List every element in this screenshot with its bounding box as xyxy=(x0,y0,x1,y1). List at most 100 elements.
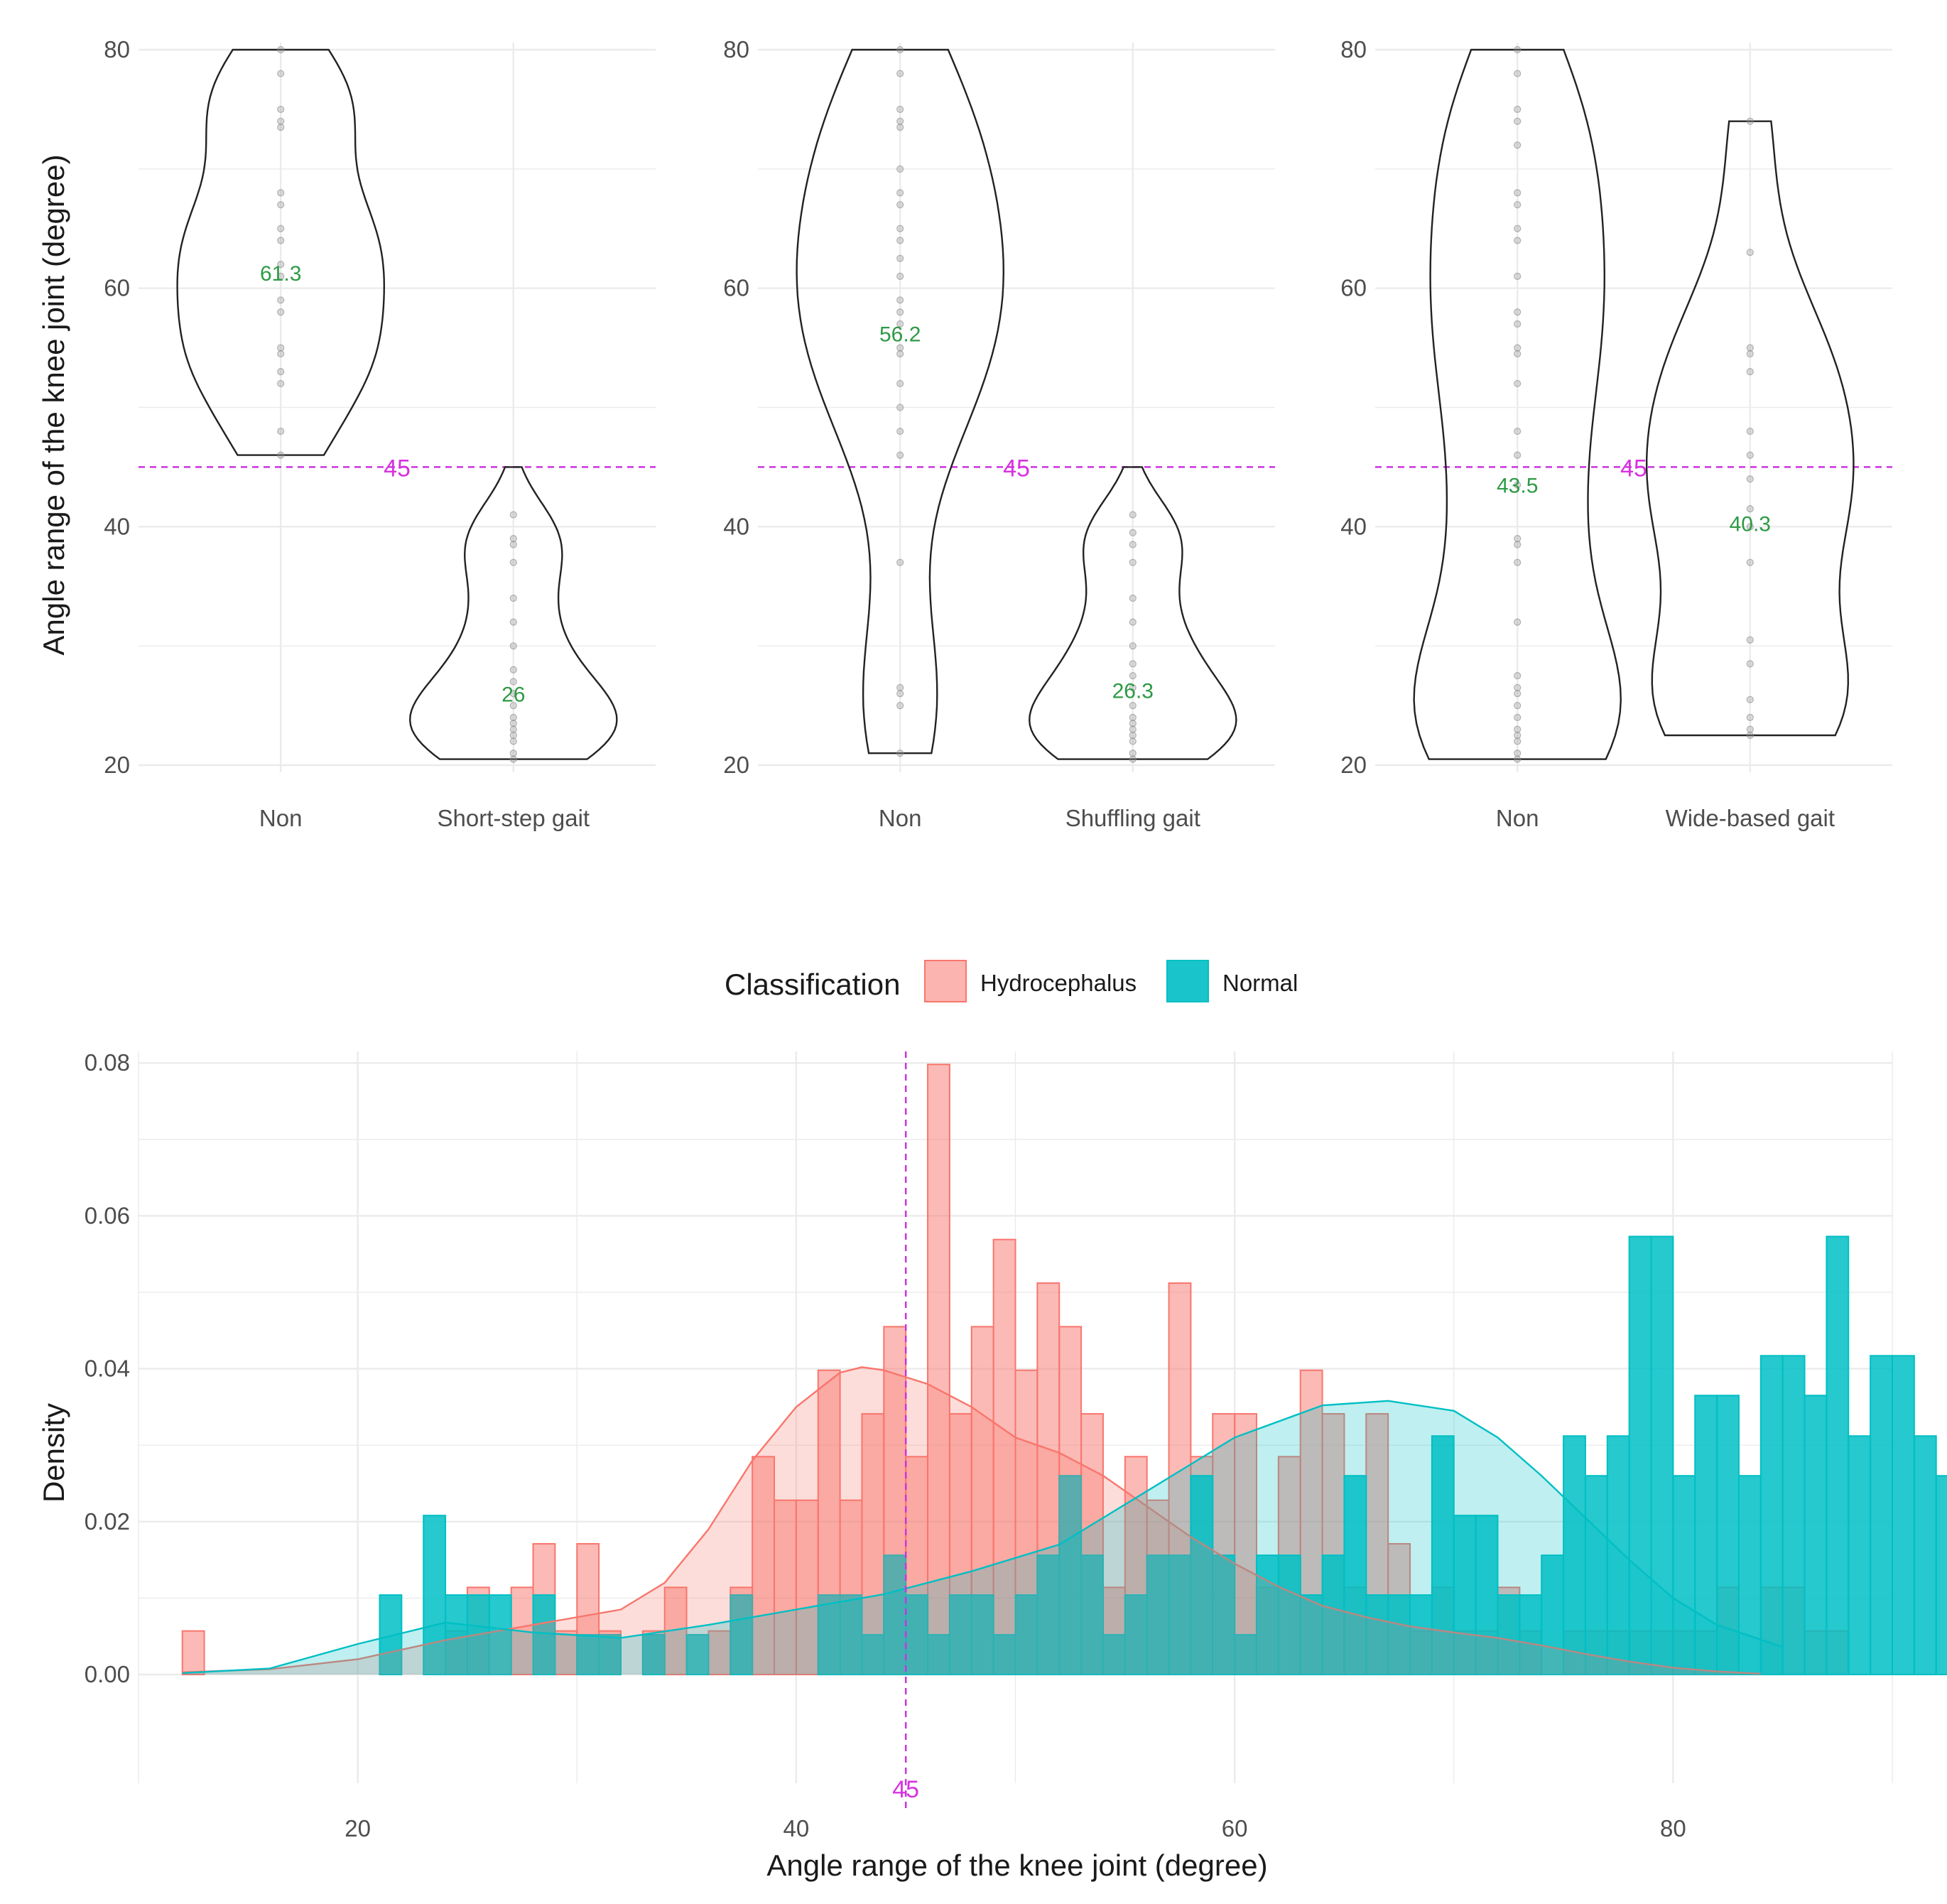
violin-short-step-gait xyxy=(408,466,618,760)
violin-data-point xyxy=(1514,308,1522,316)
violin-data-point xyxy=(896,690,904,698)
hist-bar xyxy=(576,1634,600,1676)
histogram-y-axis-title: Density xyxy=(37,1403,70,1503)
violin-data-point xyxy=(277,123,285,131)
violin-data-point xyxy=(1746,558,1754,566)
violin-y-tick-label: 40 xyxy=(104,513,130,539)
hist-bar xyxy=(730,1594,754,1676)
violin-data-point xyxy=(509,737,517,745)
violin-data-point xyxy=(1514,683,1522,692)
hist-bar xyxy=(1343,1475,1367,1676)
hist-series-normal xyxy=(379,1235,1947,1676)
violin-data-point xyxy=(1514,713,1522,721)
violin-panels: 20 40 60 80 45 61.3 Non 26 Short-step gait 20 40 60… xyxy=(104,36,1892,831)
hist-bar xyxy=(1102,1634,1126,1676)
violin-y-tick-label: 80 xyxy=(1340,36,1367,63)
hist-bar xyxy=(752,1456,776,1676)
legend-title: Classification xyxy=(725,968,900,1001)
violin-data-point xyxy=(1129,750,1137,757)
violin-data-point xyxy=(277,350,285,358)
threshold-label: 45 xyxy=(1620,455,1647,482)
violin-data-point xyxy=(509,690,517,698)
violin-data-point xyxy=(509,755,517,763)
violin-data-point xyxy=(1746,117,1754,125)
violin-data-point xyxy=(1514,225,1522,232)
violin-data-point xyxy=(509,713,517,721)
violin-median-label: 43.5 xyxy=(1497,475,1538,498)
violin-non xyxy=(1413,48,1622,760)
violin-data-point xyxy=(1514,541,1522,548)
histogram-x-axis-title: Angle range of the knee joint (degree) xyxy=(766,1849,1267,1882)
violin-data-point xyxy=(509,535,517,543)
hist-bar xyxy=(795,1499,819,1676)
hist-bar xyxy=(423,1515,447,1676)
violin-non xyxy=(796,48,1005,754)
violin-y-tick-label: 40 xyxy=(723,513,749,539)
violin-data-point xyxy=(1514,701,1522,710)
violin-data-point xyxy=(277,296,285,304)
violin-data-point xyxy=(1514,141,1522,149)
violin-x-tick-label: Shuffling gait xyxy=(1065,805,1200,831)
violin-data-point xyxy=(509,642,517,650)
violin-data-point xyxy=(896,105,904,114)
violin-data-point xyxy=(277,70,285,77)
density-curve-hydrocephalus xyxy=(182,1366,1761,1675)
violin-data-point xyxy=(1514,45,1522,54)
violin-panel-1: 20 40 60 80 45 61.3 Non 26 Short-step gait xyxy=(104,36,656,831)
violin-data-point xyxy=(896,558,904,566)
violin-data-point xyxy=(896,225,904,232)
violin-data-point xyxy=(277,344,285,352)
hist-bar xyxy=(181,1630,205,1676)
violin-data-point xyxy=(509,558,517,566)
violin-data-point xyxy=(896,308,904,316)
density-area-normal xyxy=(182,1400,1783,1675)
violin-data-point xyxy=(277,117,285,125)
violin-x-tick-label: Wide-based gait xyxy=(1666,805,1835,831)
violin-data-point xyxy=(1514,427,1522,436)
violin-data-point xyxy=(1129,737,1137,745)
violin-data-point xyxy=(1746,451,1754,459)
histogram-panel: 0.00 0.02 0.04 0.06 0.08 20 40 60 80 45 xyxy=(85,1049,1947,1841)
violin-data-point xyxy=(277,451,285,459)
violin-data-point xyxy=(896,165,904,173)
hist-bar xyxy=(641,1634,666,1676)
violin-non xyxy=(176,48,386,456)
violin-data-point xyxy=(509,618,517,626)
violin-y-tick-label: 80 xyxy=(723,36,749,63)
violin-y-tick-label: 60 xyxy=(104,275,130,301)
legend: Classification Hydrocephalus Normal xyxy=(725,960,1298,1002)
violin-data-point xyxy=(896,750,904,757)
hist-y-tick-label: 0.06 xyxy=(85,1202,130,1228)
violin-x-tick-label: Non xyxy=(879,805,922,831)
violin-data-point xyxy=(1129,713,1137,721)
violin-data-point xyxy=(1746,523,1754,531)
violin-data-point xyxy=(1514,272,1522,280)
hist-bar xyxy=(905,1594,929,1676)
violin-data-point xyxy=(896,683,904,692)
violin-data-point xyxy=(1514,237,1522,244)
violin-data-point xyxy=(1514,117,1522,125)
violin-data-point xyxy=(1746,350,1754,358)
violin-data-point xyxy=(896,379,904,388)
violin-data-point xyxy=(1514,350,1522,358)
violin-y-tick-label: 60 xyxy=(723,275,749,301)
violin-data-point xyxy=(1746,505,1754,513)
violin-data-point xyxy=(1514,690,1522,698)
hist-bar xyxy=(1826,1235,1850,1676)
violin-data-point xyxy=(277,427,285,436)
hist-x-tick-label: 80 xyxy=(1660,1815,1686,1841)
threshold-label: 45 xyxy=(384,455,411,482)
hist-x-tick-label: 60 xyxy=(1222,1815,1248,1841)
violin-data-point xyxy=(1746,344,1754,352)
violin-data-point xyxy=(509,701,517,710)
violin-y-tick-label: 20 xyxy=(723,752,749,778)
violin-data-point xyxy=(896,296,904,304)
violin-data-point xyxy=(896,320,904,328)
violin-data-point xyxy=(1746,725,1754,733)
density-curve-normal xyxy=(182,1400,1784,1675)
hist-bar xyxy=(883,1554,907,1676)
violin-y-tick-label: 20 xyxy=(104,752,130,778)
legend-label-hydrocephalus: Hydrocephalus xyxy=(980,970,1137,996)
hist-bar xyxy=(1058,1475,1083,1676)
violin-data-point xyxy=(1746,731,1754,740)
